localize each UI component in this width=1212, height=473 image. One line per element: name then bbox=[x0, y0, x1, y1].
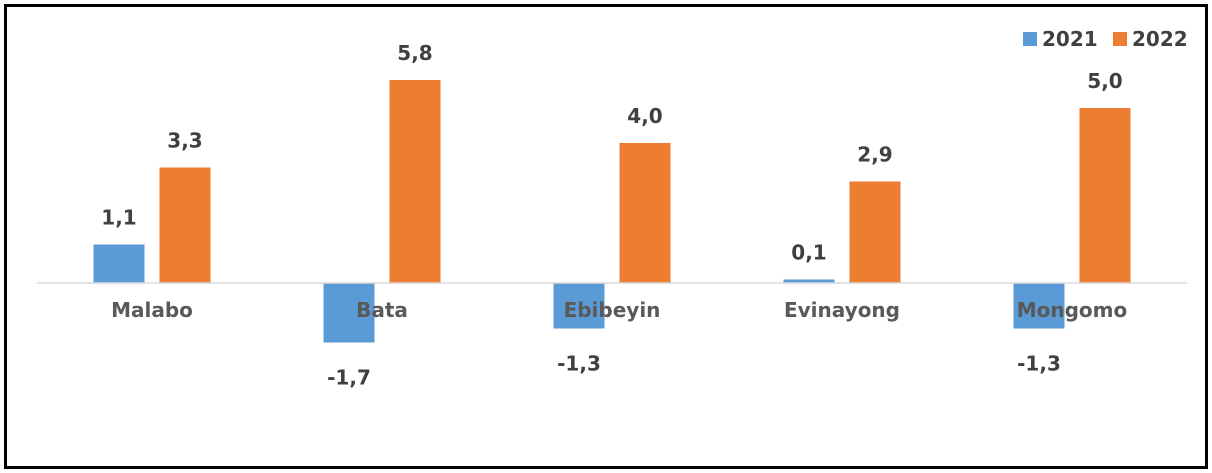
legend-swatch-2021 bbox=[1023, 32, 1037, 46]
category-labels: Malabo Bata Ebibeyin Evinayong Mongomo bbox=[111, 298, 1127, 322]
category-label-malabo: Malabo bbox=[111, 298, 193, 322]
category-label-evinayong: Evinayong bbox=[784, 298, 900, 322]
data-label-2021-ebibeyin: -1,3 bbox=[557, 352, 601, 376]
legend-swatch-2022 bbox=[1113, 32, 1127, 46]
legend-label-2021: 2021 bbox=[1042, 27, 1098, 51]
bar-2021-mongomo bbox=[1013, 283, 1065, 329]
data-label-2021-malabo: 1,1 bbox=[101, 206, 136, 230]
bar-2021-bata bbox=[323, 283, 375, 343]
chart-frame: Malabo Bata Ebibeyin Evinayong Mongomo 1,1 3,… bbox=[4, 4, 1208, 469]
data-label-2022-bata: 5,8 bbox=[397, 41, 432, 65]
data-label-2022-ebibeyin: 4,0 bbox=[627, 104, 662, 128]
category-label-bata: Bata bbox=[356, 298, 408, 322]
legend-label-2022: 2022 bbox=[1132, 27, 1188, 51]
bar-2021-ebibeyin bbox=[553, 283, 605, 329]
legend: 2021 2022 bbox=[1023, 27, 1188, 51]
bar-2022-ebibeyin bbox=[619, 143, 671, 283]
bar-2022-malabo bbox=[159, 167, 211, 283]
data-label-2021-evinayong: 0,1 bbox=[791, 241, 826, 265]
data-label-2021-mongomo: -1,3 bbox=[1017, 352, 1061, 376]
category-label-ebibeyin: Ebibeyin bbox=[564, 298, 661, 322]
bars-layer bbox=[93, 80, 1131, 343]
bar-2021-evinayong bbox=[783, 279, 835, 283]
bar-2022-mongomo bbox=[1079, 108, 1131, 283]
data-label-2022-evinayong: 2,9 bbox=[857, 143, 892, 167]
bar-2021-malabo bbox=[93, 244, 145, 283]
data-label-2021-bata: -1,7 bbox=[327, 366, 371, 390]
data-labels: 1,1 3,3 -1,7 5,8 -1,3 4,0 0,1 2,9 -1,3 5,0 bbox=[101, 41, 1122, 390]
bar-2022-evinayong bbox=[849, 181, 901, 283]
bar-2022-bata bbox=[389, 80, 441, 283]
data-label-2022-malabo: 3,3 bbox=[167, 129, 202, 153]
data-label-2022-mongomo: 5,0 bbox=[1087, 69, 1122, 93]
bar-chart: Malabo Bata Ebibeyin Evinayong Mongomo 1,1 3,… bbox=[37, 27, 1188, 390]
category-label-mongomo: Mongomo bbox=[1017, 298, 1128, 322]
